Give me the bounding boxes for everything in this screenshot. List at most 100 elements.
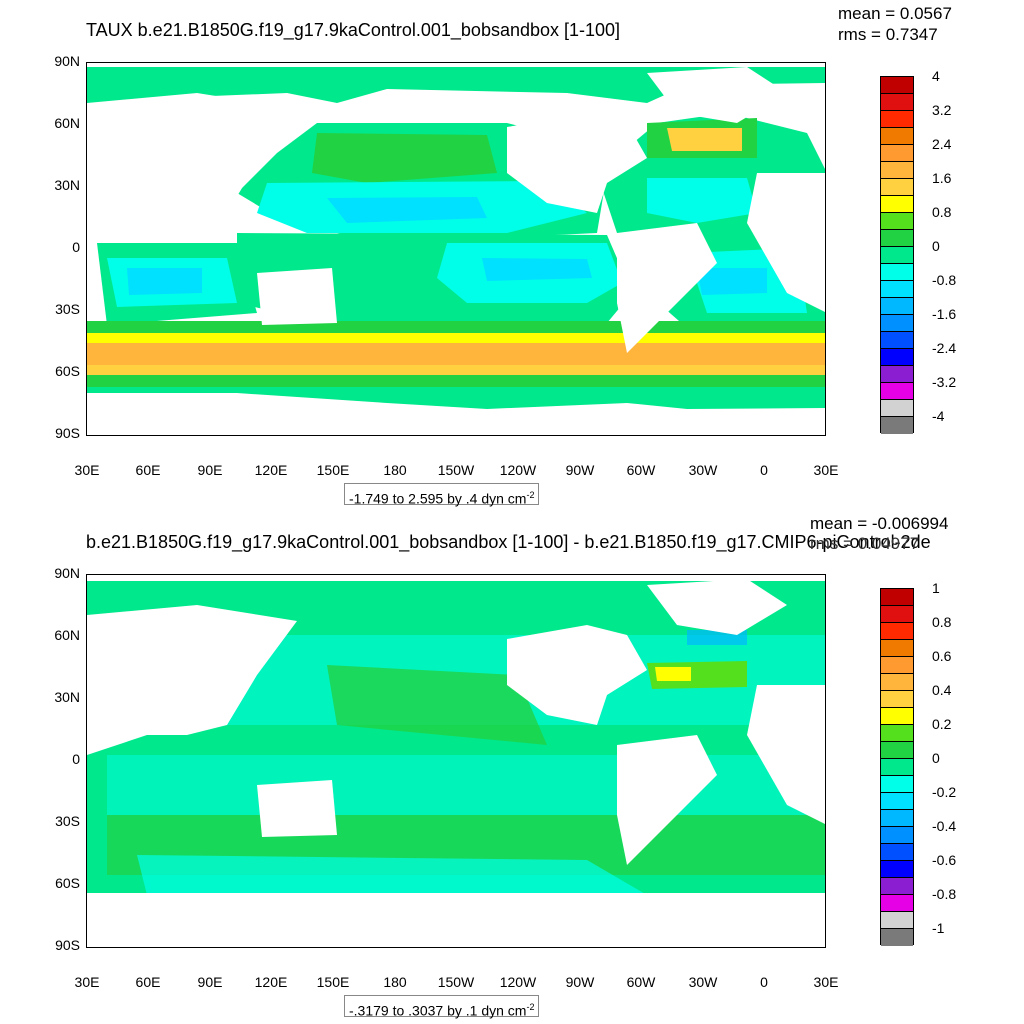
top-lon-120e: 120E (254, 462, 288, 478)
top-so-band5 (87, 375, 825, 387)
top-so-band2 (87, 333, 825, 343)
bottom-colorbar-box-10 (881, 759, 913, 776)
bottom-info-box: -.3179 to .3037 by .1 dyn cm-2 (344, 995, 540, 1019)
top-satl-core (697, 268, 767, 295)
bottom-lat-30s: 30S (55, 813, 80, 829)
bottom-info-sup: -2 (526, 1002, 535, 1012)
top-panel: TAUX b.e21.B1850G.f19_g17.9kaControl.001… (54, 4, 957, 507)
top-colorbar-box-17 (881, 366, 913, 383)
top-colorbar-box-11 (881, 264, 913, 281)
top-info-sup: -2 (526, 490, 535, 500)
top-colorbar-box-13 (881, 298, 913, 315)
top-so-band4 (87, 365, 825, 375)
bottom-colorbar-box-1 (881, 606, 913, 623)
bottom-colorbar-box-20 (881, 929, 913, 946)
top-colorbar-box-0 (881, 77, 913, 94)
top-colorbar-box-5 (881, 162, 913, 179)
bottom-lon-150e: 150E (316, 974, 350, 990)
top-so-band1 (87, 321, 825, 333)
bottom-lon-30w: 30W (688, 974, 718, 990)
bottom-africa (747, 685, 825, 824)
top-info-text: -1.749 to 2.595 by .4 dyn cm (349, 490, 527, 507)
top-lon-0: 0 (760, 462, 768, 478)
bottom-lon-150w: 150W (437, 974, 475, 990)
top-north-polar (87, 67, 825, 107)
top-rms: rms = 0.7347 (838, 25, 938, 44)
top-colorbar-label-8: -2.4 (932, 340, 957, 356)
bottom-colorbar-box-6 (881, 691, 913, 708)
bottom-asia (87, 605, 297, 755)
bottom-tropic-cyan (107, 755, 825, 815)
bottom-australia (257, 780, 337, 837)
top-natl-westerly (667, 128, 742, 151)
top-lon-90w: 90W (565, 462, 595, 478)
bottom-npac-green (327, 665, 547, 745)
bottom-north-america (507, 625, 647, 725)
top-lon-30e-end: 30E (813, 462, 839, 478)
bottom-colorbar-label-3: 0.4 (932, 682, 952, 698)
bottom-colorbar-label-0: 1 (932, 580, 940, 596)
top-colorbar-label-2: 2.4 (932, 136, 952, 152)
top-south-america (617, 223, 717, 353)
top-npac-core (327, 197, 487, 223)
bottom-colorbar-label-4: 0.2 (932, 716, 952, 732)
top-lat-90n: 90N (54, 53, 80, 69)
top-lat-30n: 30N (54, 177, 80, 193)
top-colorbar-box-9 (881, 230, 913, 247)
top-lon-60w: 60W (626, 462, 656, 478)
top-greenland (647, 67, 787, 123)
top-lat-60n: 60N (54, 115, 80, 131)
bottom-lat-90n: 90N (54, 565, 80, 581)
bottom-colorbar-box-5 (881, 674, 913, 691)
bottom-colorbar-label-10: -1 (932, 920, 945, 936)
top-lon-150e: 150E (316, 462, 350, 478)
bottom-colorbar-box-16 (881, 861, 913, 878)
top-lat-60s: 60S (55, 363, 80, 379)
bottom-colorbar-label-8: -0.6 (932, 852, 957, 868)
bottom-colorbar-box-12 (881, 793, 913, 810)
bottom-lon-120w: 120W (499, 974, 537, 990)
top-australia (257, 268, 337, 325)
bottom-south-america (617, 735, 717, 865)
top-colorbar-box-20 (881, 417, 913, 434)
bottom-lat-30n: 30N (54, 689, 80, 705)
bottom-colorbar-box-0 (881, 589, 913, 606)
bottom-colorbar-box-8 (881, 725, 913, 742)
top-map-svg (87, 63, 825, 435)
top-so-band3 (87, 343, 825, 365)
top-lon-30w: 30W (688, 462, 718, 478)
bottom-lon-30e: 30E (74, 974, 100, 990)
top-africa (747, 173, 825, 312)
bottom-colorbar-box-7 (881, 708, 913, 725)
top-mean: mean = 0.0567 (838, 4, 952, 23)
top-spac-core (482, 258, 592, 281)
top-lon-120w: 120W (499, 462, 537, 478)
bottom-lon-60e: 60E (135, 974, 161, 990)
top-colorbar-box-16 (881, 349, 913, 366)
bottom-info-text: -.3179 to .3037 by .1 dyn cm (349, 1002, 527, 1019)
top-colorbar-box-14 (881, 315, 913, 332)
top-colorbar-label-3: 1.6 (932, 170, 952, 186)
bottom-lon-60w: 60W (626, 974, 656, 990)
top-npac-green (312, 133, 497, 183)
bottom-colorbar-box-19 (881, 912, 913, 929)
bottom-colorbar-label-1: 0.8 (932, 614, 952, 630)
top-lon-90e: 90E (197, 462, 223, 478)
top-colorbar-label-6: -0.8 (932, 272, 957, 288)
bottom-colorbar-box-15 (881, 844, 913, 861)
bottom-colorbar-label-5: 0 (932, 750, 940, 766)
bottom-lat-60n: 60N (54, 627, 80, 643)
bottom-lon-0: 0 (760, 974, 768, 990)
top-indian-core (127, 268, 202, 295)
top-colorbar-label-7: -1.6 (932, 306, 957, 322)
top-lat-90s: 90S (55, 425, 80, 441)
bottom-colorbar-box-17 (881, 878, 913, 895)
top-colorbar-box-8 (881, 213, 913, 230)
bottom-colorbar-box-4 (881, 657, 913, 674)
top-colorbar-box-12 (881, 281, 913, 298)
top-colorbar-box-15 (881, 332, 913, 349)
top-lon-30e: 30E (74, 462, 100, 478)
bottom-lon-30e-end: 30E (813, 974, 839, 990)
bottom-lon-90w: 90W (565, 974, 595, 990)
top-title: TAUX b.e21.B1850G.f19_g17.9kaControl.001… (86, 20, 621, 40)
